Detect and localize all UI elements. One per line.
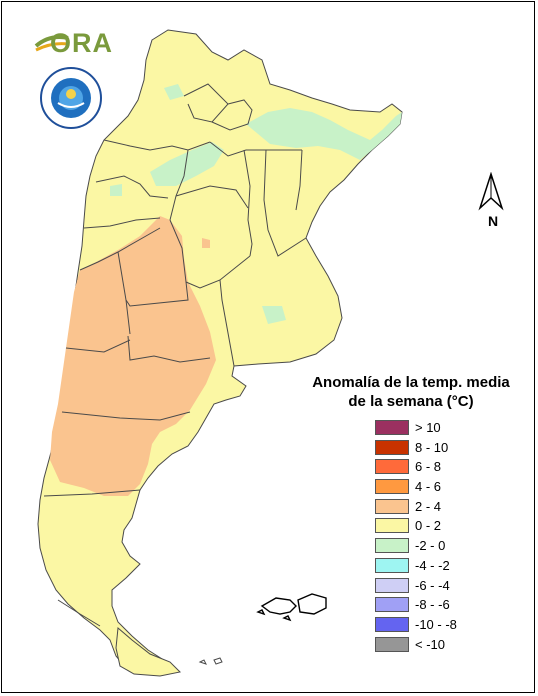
legend-label: 0 - 2 [415,518,442,534]
legend-label: -10 - -8 [415,616,457,632]
legend-swatch [375,577,409,593]
legend-label: -4 - -2 [415,557,450,573]
warm-anomaly-zone [50,216,216,496]
cool-anomaly-ne [246,108,402,160]
legend-swatch [375,479,409,495]
legend-title-line2: de la semana (°C) [348,393,474,410]
legend-swatch [375,439,409,455]
legend-swatch [375,459,409,475]
warm-anomaly-patch [202,238,210,248]
legend-swatch [375,597,409,613]
smn-seal-icon [40,67,102,129]
north-label: N [488,213,499,229]
ora-logo-text: ORA [50,28,113,58]
legend-label: -2 - 0 [415,538,446,554]
small-islands [198,657,223,665]
cool-anomaly-n [164,84,184,100]
legend-label: -6 - -4 [415,577,450,593]
province-borders [43,83,307,627]
cool-anomaly-w [110,184,122,196]
legend-swatch [375,420,409,435]
legend-swatch [375,557,409,573]
legend-label: > 10 [415,420,441,435]
legend-swatch [375,518,409,534]
cool-anomaly-se [262,306,286,324]
legend-title-line1: Anomalía de la temp. media [312,374,510,391]
legend-swatch [375,538,409,554]
ora-logo-mark [34,35,69,52]
legend-swatch [375,616,409,632]
legend-label: < -10 [415,636,445,652]
legend-label: 2 - 4 [415,498,442,514]
tierra-del-fuego [115,626,182,677]
legend-swatch [375,636,409,652]
north-arrow-icon [478,172,504,211]
legend-swatch [375,498,409,514]
legend-label: -8 - -6 [415,597,450,613]
malvinas-islands [256,593,327,622]
cool-anomaly-nw [150,142,224,186]
legend-label: 8 - 10 [415,439,449,455]
legend-label: 4 - 6 [415,479,442,495]
legend-label: 6 - 8 [415,459,442,475]
